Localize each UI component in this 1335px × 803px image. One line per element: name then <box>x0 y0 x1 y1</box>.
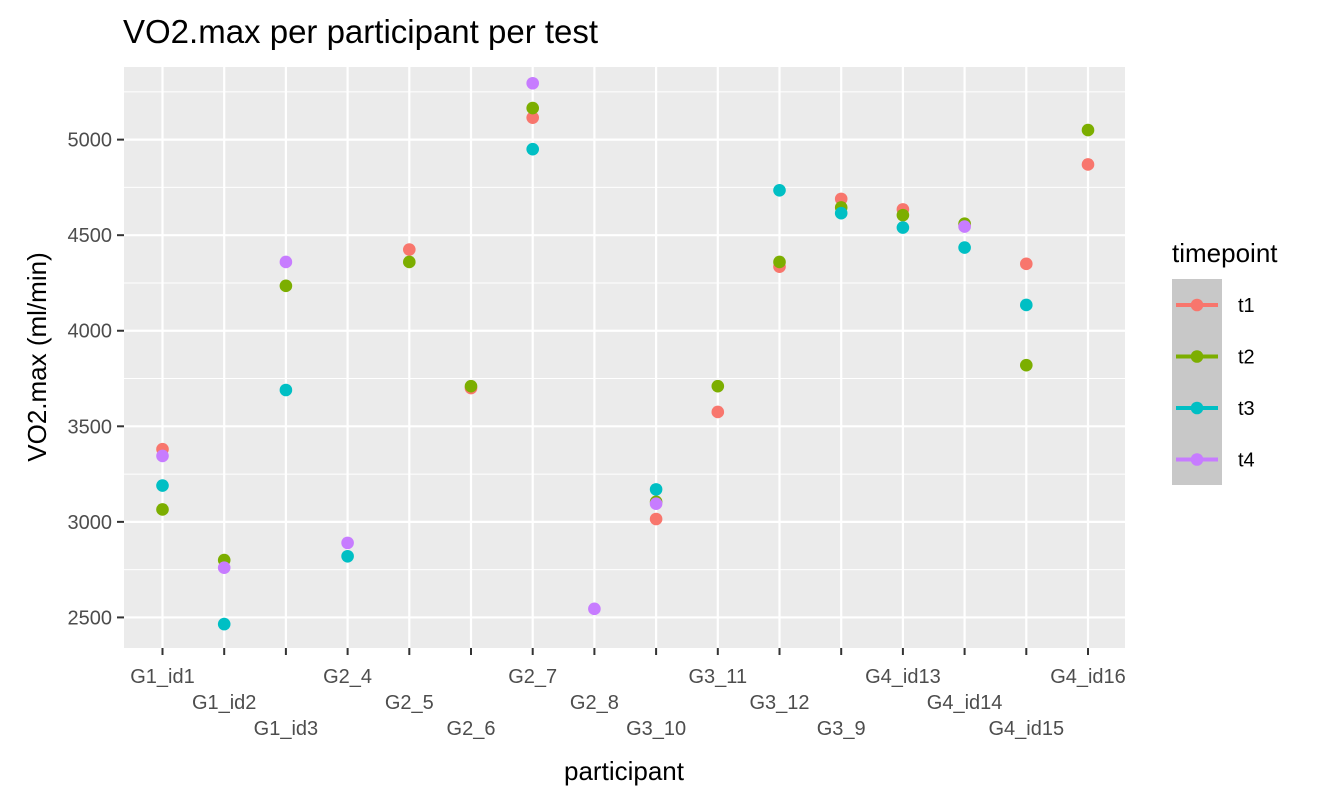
data-point-t4 <box>156 449 169 463</box>
x-tick-label: G3_9 <box>817 718 866 740</box>
x-tick-label: G1_id2 <box>192 692 257 714</box>
y-axis: 2500 3000 3500 4000 4500 5000 <box>68 130 124 629</box>
data-point-t3 <box>896 221 910 234</box>
data-point-t4 <box>279 255 293 269</box>
legend-key-point-t2 <box>1190 350 1204 363</box>
x-tick-label: G1_id1 <box>130 666 195 688</box>
data-point-t1 <box>1020 257 1033 271</box>
legend-label-t2: t2 <box>1238 347 1255 369</box>
data-point-t3 <box>217 617 231 631</box>
data-point-t2 <box>464 379 478 393</box>
x-tick-label: G2_7 <box>508 666 557 688</box>
data-points <box>156 76 1095 631</box>
y-tick-label: 5000 <box>68 130 113 152</box>
data-point-t3 <box>1020 298 1033 312</box>
data-point-t1 <box>526 111 539 124</box>
data-point-t2 <box>156 503 169 516</box>
data-point-t4 <box>217 561 231 575</box>
data-point-t3 <box>773 183 786 197</box>
legend-label-t1: t1 <box>1238 295 1255 317</box>
data-point-t3 <box>341 549 354 563</box>
major-gridlines <box>124 67 1125 648</box>
x-tick-label: G4_id13 <box>865 666 941 688</box>
chart-title: VO2.max per participant per test <box>123 13 598 50</box>
data-point-t2 <box>403 255 416 269</box>
data-point-t2 <box>896 208 910 222</box>
x-tick-label: G4_id16 <box>1050 666 1126 688</box>
data-point-t2 <box>526 101 539 115</box>
y-tick-label: 3500 <box>68 416 113 438</box>
data-point-t3 <box>156 479 169 492</box>
x-tick-label: G2_6 <box>447 718 496 740</box>
data-point-t1 <box>403 243 416 256</box>
data-point-t2 <box>711 379 725 393</box>
legend-label-t3: t3 <box>1238 398 1255 420</box>
data-point-t2 <box>279 279 293 293</box>
legend-key-point-t1 <box>1190 298 1204 312</box>
data-point-t3 <box>649 483 663 496</box>
y-tick-label: 4500 <box>68 225 113 247</box>
data-point-t4 <box>341 536 354 550</box>
x-tick-label: G4_id15 <box>988 718 1064 740</box>
x-tick-label: G4_id14 <box>927 692 1003 714</box>
x-tick-label: G2_8 <box>570 692 619 714</box>
y-axis-title: VO2.max (ml/min) <box>22 252 52 461</box>
legend-title: timepoint <box>1172 238 1278 268</box>
data-point-t3 <box>958 241 971 254</box>
data-point-t3 <box>834 206 848 220</box>
legend-key-background <box>1172 279 1222 485</box>
y-tick-label: 3000 <box>68 512 113 534</box>
legend-key-point-t4 <box>1190 453 1204 466</box>
data-point-t3 <box>526 142 539 156</box>
data-point-t1 <box>649 512 663 526</box>
data-point-t4 <box>588 602 601 616</box>
data-point-t2 <box>1020 358 1033 372</box>
x-tick-label: G3_12 <box>749 692 809 714</box>
x-axis: G1_id1 G1_id2 G1_id3 G2_4 G2_5 G2_6 G2_7 G2_8 G3… <box>130 648 1126 740</box>
data-point-t4 <box>649 497 663 511</box>
legend: timepoint t1 t2 t3 t4 <box>1172 238 1278 485</box>
data-point-t3 <box>279 383 293 397</box>
y-tick-label: 2500 <box>68 607 113 629</box>
data-point-t4 <box>526 76 539 90</box>
plot-panel <box>124 67 1125 648</box>
y-tick-label: 4000 <box>68 321 113 343</box>
x-tick-label: G2_5 <box>385 692 434 714</box>
data-point-t2 <box>1081 123 1095 137</box>
data-point-t1 <box>711 405 725 419</box>
legend-key-point-t3 <box>1190 401 1204 415</box>
x-tick-label: G3_11 <box>689 666 748 688</box>
data-point-t4 <box>958 220 971 233</box>
data-point-t1 <box>1081 158 1095 171</box>
legend-label-t4: t4 <box>1238 450 1255 472</box>
x-axis-title: participant <box>564 756 685 786</box>
x-tick-label: G3_10 <box>626 718 686 740</box>
x-tick-label: G1_id3 <box>254 718 319 740</box>
data-point-t2 <box>773 255 786 269</box>
x-tick-label: G2_4 <box>323 666 372 688</box>
